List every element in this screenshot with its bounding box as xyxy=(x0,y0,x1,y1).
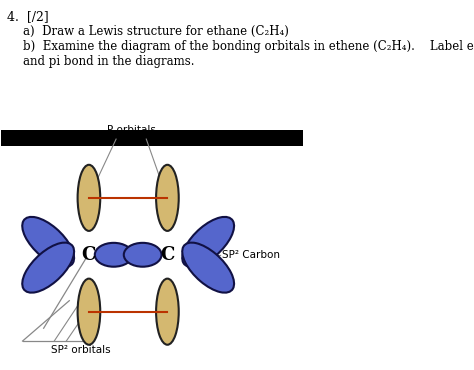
Ellipse shape xyxy=(22,243,74,293)
Ellipse shape xyxy=(78,165,100,231)
Text: a)  Draw a Lewis structure for ethane (C₂H₄): a) Draw a Lewis structure for ethane (C₂… xyxy=(23,25,288,38)
Text: and pi bond in the diagrams.: and pi bond in the diagrams. xyxy=(23,55,194,68)
Ellipse shape xyxy=(78,279,100,345)
Ellipse shape xyxy=(22,217,74,267)
Text: SP² Carbon: SP² Carbon xyxy=(222,250,280,260)
Ellipse shape xyxy=(156,279,179,345)
Text: C: C xyxy=(82,246,96,264)
Ellipse shape xyxy=(95,243,133,267)
Text: SP² orbitals: SP² orbitals xyxy=(51,345,111,355)
Ellipse shape xyxy=(156,165,179,231)
Bar xyxy=(1,130,303,147)
Text: 4.  [/2]: 4. [/2] xyxy=(8,11,49,24)
Text: P orbitals: P orbitals xyxy=(107,125,155,135)
Text: b)  Examine the diagram of the bonding orbitals in ethene (C₂H₄).    Label each : b) Examine the diagram of the bonding or… xyxy=(23,40,474,53)
Text: C: C xyxy=(160,246,174,264)
Ellipse shape xyxy=(182,243,234,293)
Ellipse shape xyxy=(182,217,234,267)
Ellipse shape xyxy=(124,243,162,267)
